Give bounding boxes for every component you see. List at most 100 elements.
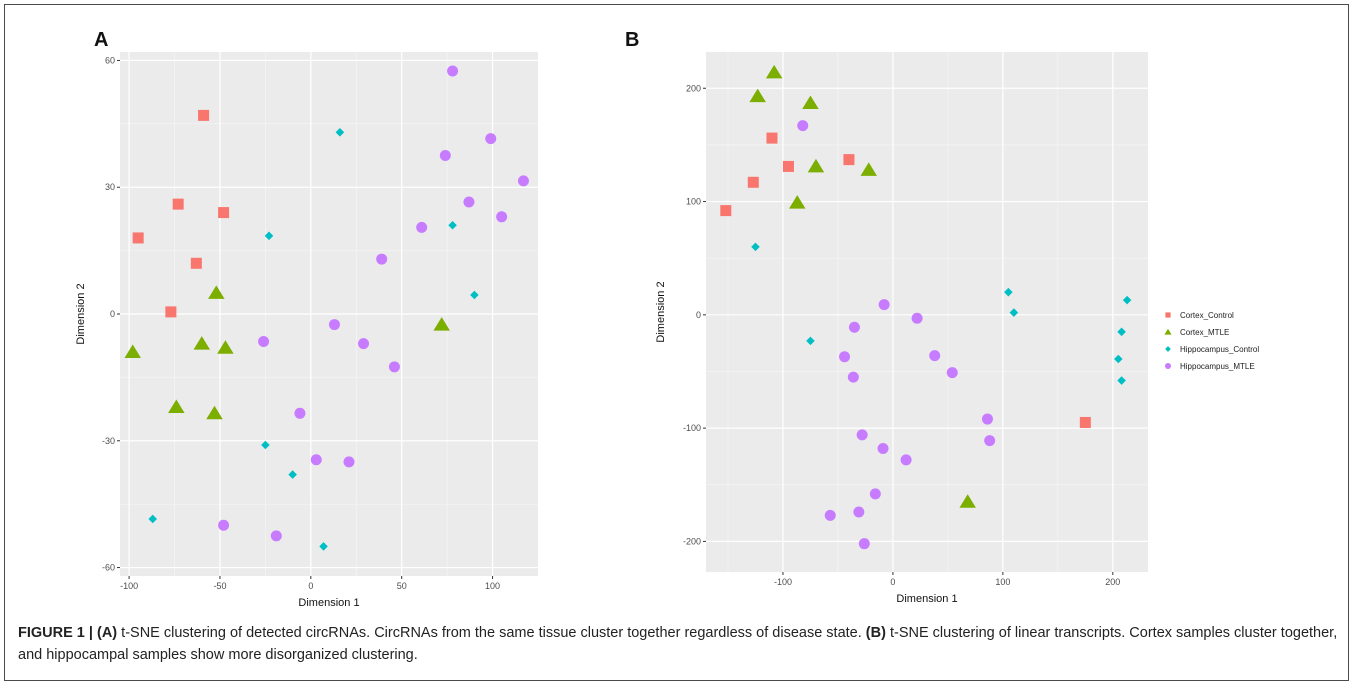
- data-point-hippocampus-mtle: [911, 312, 923, 324]
- data-point-cortex-mtle: [802, 95, 819, 109]
- legend-label: Cortex_Control: [1180, 311, 1234, 320]
- x-tick-label: -100: [120, 581, 138, 591]
- y-tick-label: -100: [683, 423, 701, 433]
- data-point-hippocampus-mtle: [858, 538, 870, 550]
- legend-key-hippocampus-control: [1165, 346, 1171, 352]
- data-point-hippocampus-control: [1114, 354, 1123, 364]
- data-point-hippocampus-mtle: [981, 413, 993, 425]
- data-point-hippocampus-control: [1117, 327, 1126, 337]
- data-point-hippocampus-control: [261, 440, 270, 450]
- y-tick-label: -60: [102, 563, 115, 573]
- data-point-hippocampus-mtle: [824, 509, 836, 521]
- data-point-hippocampus-mtle: [856, 429, 868, 441]
- y-tick-label: -30: [102, 436, 115, 446]
- data-point-hippocampus-mtle: [847, 371, 859, 383]
- data-point-hippocampus-mtle: [984, 435, 996, 447]
- data-point-hippocampus-mtle: [416, 221, 428, 233]
- x-tick-label: 50: [397, 581, 407, 591]
- data-point-cortex-mtle: [959, 494, 976, 508]
- legend-label: Hippocampus_MTLE: [1180, 362, 1255, 371]
- data-point-hippocampus-mtle: [517, 175, 529, 187]
- panel-letter-b: B: [625, 29, 640, 51]
- y-axis-title: Dimension 2: [75, 283, 87, 344]
- chart-legend: Cortex_Control Cortex_MTLE Hippocampus_Con…: [1164, 311, 1259, 371]
- data-point-hippocampus-mtle: [270, 530, 282, 542]
- data-point-cortex-control: [165, 306, 177, 318]
- data-point-hippocampus-mtle: [358, 338, 370, 350]
- data-point-cortex-control: [172, 198, 184, 210]
- data-point-hippocampus-mtle: [447, 65, 459, 77]
- data-point-hippocampus-control: [751, 242, 760, 252]
- x-tick-label: -50: [213, 581, 226, 591]
- data-point-hippocampus-mtle: [869, 488, 881, 500]
- data-point-hippocampus-mtle: [343, 456, 355, 468]
- caption-a-text: t-SNE clustering of detected circRNAs. C…: [117, 625, 866, 641]
- figure-caption: FIGURE 1 | (A) t-SNE clustering of detec…: [18, 622, 1338, 666]
- caption-b-tag: (B): [865, 625, 886, 641]
- data-point-hippocampus-mtle: [310, 454, 322, 466]
- y-tick-label: 0: [696, 310, 701, 320]
- data-point-hippocampus-mtle: [797, 120, 809, 132]
- plot-panel-background: [706, 52, 1148, 572]
- data-point-cortex-mtle: [193, 336, 211, 350]
- data-point-hippocampus-control: [288, 470, 297, 479]
- x-tick-label: 0: [308, 581, 313, 591]
- data-point-hippocampus-mtle: [376, 253, 388, 265]
- data-point-hippocampus-mtle: [900, 454, 912, 466]
- data-point-hippocampus-control: [1009, 308, 1019, 317]
- y-tick-label: 30: [105, 182, 115, 192]
- data-point-hippocampus-control: [470, 290, 479, 300]
- legend-label: Hippocampus_Control: [1180, 345, 1259, 354]
- data-point-hippocampus-control: [1122, 295, 1132, 305]
- y-tick-label: 0: [110, 309, 115, 319]
- data-point-cortex-control: [747, 176, 759, 188]
- data-point-hippocampus-control: [335, 128, 345, 137]
- caption-figure-label: FIGURE 1 |: [18, 625, 97, 641]
- data-point-hippocampus-mtle: [439, 150, 451, 162]
- data-point-hippocampus-control: [264, 231, 274, 241]
- data-point-cortex-control: [843, 154, 855, 166]
- data-point-hippocampus-control: [448, 220, 457, 230]
- data-point-hippocampus-mtle: [328, 319, 340, 331]
- data-point-hippocampus-mtle: [853, 506, 865, 518]
- data-point-cortex-mtle: [217, 340, 234, 354]
- data-point-cortex-mtle: [749, 88, 766, 103]
- x-axis-title: Dimension 1: [896, 593, 957, 605]
- data-point-hippocampus-mtle: [839, 351, 851, 363]
- data-point-cortex-control: [782, 160, 794, 172]
- data-point-cortex-mtle: [860, 162, 877, 176]
- data-point-hippocampus-control: [1117, 376, 1126, 385]
- data-point-hippocampus-mtle: [294, 407, 306, 419]
- data-point-hippocampus-mtle: [463, 196, 475, 208]
- data-point-hippocampus-mtle: [878, 299, 890, 311]
- data-point-cortex-control: [218, 207, 230, 219]
- data-point-hippocampus-control: [1004, 287, 1013, 297]
- data-point-hippocampus-mtle: [218, 519, 230, 531]
- x-tick-label: 100: [485, 581, 500, 591]
- legend-key-hippocampus-mtle: [1165, 363, 1171, 369]
- x-tick-label: 100: [995, 577, 1010, 587]
- data-point-cortex-mtle: [433, 317, 450, 331]
- data-point-hippocampus-control: [319, 542, 328, 551]
- y-tick-label: 200: [686, 83, 701, 93]
- data-point-cortex-mtle: [124, 344, 141, 359]
- x-axis-title: Dimension 1: [298, 597, 359, 609]
- data-point-cortex-control: [1079, 416, 1091, 428]
- data-point-hippocampus-mtle: [946, 367, 958, 379]
- data-point-hippocampus-mtle: [496, 211, 508, 223]
- data-point-hippocampus-mtle: [258, 335, 270, 347]
- x-tick-label: 200: [1105, 577, 1120, 587]
- y-tick-label: 60: [105, 55, 115, 65]
- data-point-hippocampus-mtle: [929, 350, 941, 362]
- data-point-hippocampus-mtle: [877, 443, 889, 455]
- scatter-plot-b: -100 0 100 200 -200 -100 0 100 200 Dimension 1 Dim…: [655, 52, 1148, 605]
- data-point-cortex-mtle: [206, 405, 223, 420]
- data-point-cortex-control: [190, 257, 202, 269]
- data-point-cortex-control: [198, 109, 210, 121]
- data-point-hippocampus-mtle: [848, 321, 860, 333]
- data-point-cortex-mtle: [765, 64, 783, 79]
- y-tick-label: -200: [683, 536, 701, 546]
- figure-frame: [4, 4, 1349, 681]
- legend-key-cortex-control: [1165, 312, 1171, 318]
- data-point-cortex-control: [720, 205, 732, 217]
